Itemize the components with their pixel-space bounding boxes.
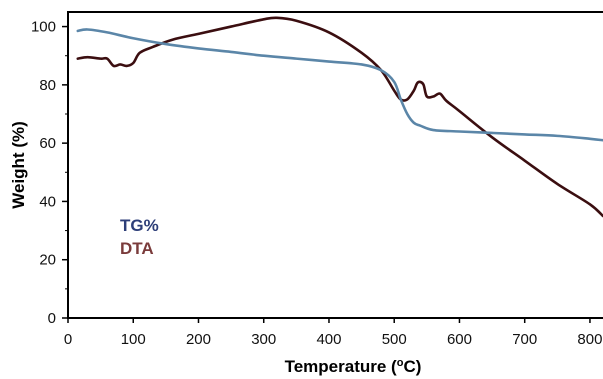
dta-series-line [76, 16, 603, 218]
legend-entry-dta: DTA [120, 239, 154, 258]
legend-entry-tg: TG% [120, 216, 159, 235]
y-tick-label: 20 [39, 252, 56, 269]
y-axis-label: Weight (%) [9, 121, 28, 209]
x-tick-label: 700 [512, 331, 537, 348]
x-axis-label-prefix: Temperature ( [285, 357, 397, 376]
x-axis-label-suffix: C) [403, 357, 421, 376]
x-tick-label: 400 [316, 331, 341, 348]
x-axis-label: Temperature (oC) [285, 357, 422, 376]
x-tick-label: 500 [382, 331, 407, 348]
y-tick-label: 0 [48, 310, 56, 327]
x-tick-labels: 0 100 200 300 400 500 600 700 800 [64, 331, 603, 348]
x-tick-label: 800 [577, 331, 602, 348]
y-tick-label: 40 [39, 193, 56, 210]
y-tick-label: 60 [39, 135, 56, 152]
x-axis-label-degree: o [397, 357, 404, 369]
plot-frame [67, 11, 603, 319]
series-lines [76, 16, 603, 218]
x-tick-label: 600 [447, 331, 472, 348]
x-tick-label: 300 [251, 331, 276, 348]
y-tick-labels: 0 20 40 60 80 100 [31, 19, 56, 327]
tg-series-line [76, 28, 603, 142]
y-tick-label: 80 [39, 77, 56, 94]
tick-marks [62, 25, 591, 323]
y-tick-label: 100 [31, 19, 56, 36]
x-tick-label: 100 [121, 331, 146, 348]
x-tick-label: 0 [64, 331, 72, 348]
x-tick-label: 200 [186, 331, 211, 348]
